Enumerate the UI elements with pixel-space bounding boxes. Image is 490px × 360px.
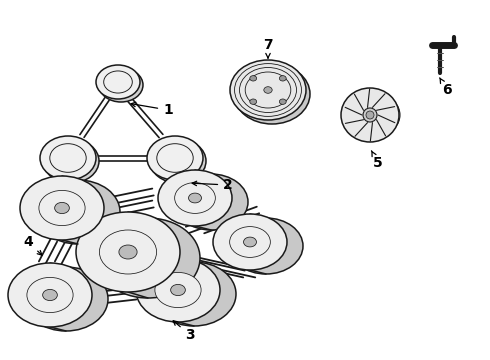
Ellipse shape (20, 176, 104, 240)
Ellipse shape (230, 60, 306, 120)
Ellipse shape (157, 144, 193, 172)
Ellipse shape (234, 64, 310, 124)
Ellipse shape (8, 263, 92, 327)
Ellipse shape (24, 267, 108, 331)
Ellipse shape (279, 99, 286, 104)
Ellipse shape (244, 237, 256, 247)
Text: 2: 2 (192, 178, 233, 192)
Ellipse shape (96, 65, 140, 99)
Ellipse shape (152, 262, 236, 326)
Text: 5: 5 (371, 151, 383, 170)
Ellipse shape (174, 174, 248, 230)
Ellipse shape (363, 108, 377, 122)
Ellipse shape (99, 68, 143, 102)
Ellipse shape (213, 214, 287, 270)
Ellipse shape (366, 111, 374, 119)
Ellipse shape (189, 193, 201, 203)
Ellipse shape (96, 218, 200, 298)
Ellipse shape (136, 258, 220, 322)
Ellipse shape (264, 87, 272, 93)
Ellipse shape (40, 136, 96, 180)
Ellipse shape (155, 273, 201, 307)
Ellipse shape (119, 245, 137, 259)
Ellipse shape (104, 71, 132, 93)
Ellipse shape (39, 190, 85, 226)
Ellipse shape (99, 230, 157, 274)
Ellipse shape (250, 76, 257, 81)
Text: 6: 6 (440, 78, 452, 97)
Text: 3: 3 (173, 321, 195, 342)
Ellipse shape (341, 88, 399, 142)
Ellipse shape (147, 136, 203, 180)
Ellipse shape (240, 68, 296, 112)
Ellipse shape (235, 64, 301, 116)
Ellipse shape (229, 218, 303, 274)
Ellipse shape (230, 226, 270, 257)
Ellipse shape (50, 144, 86, 172)
Text: 1: 1 (131, 102, 173, 117)
Ellipse shape (43, 289, 57, 301)
Ellipse shape (55, 202, 70, 213)
Ellipse shape (36, 180, 120, 244)
Text: 4: 4 (23, 235, 42, 255)
Ellipse shape (174, 183, 215, 213)
Ellipse shape (27, 278, 73, 312)
Ellipse shape (158, 170, 232, 226)
Ellipse shape (76, 212, 180, 292)
Text: 7: 7 (263, 38, 273, 58)
Ellipse shape (171, 284, 185, 296)
Ellipse shape (43, 139, 99, 183)
Ellipse shape (279, 76, 286, 81)
Ellipse shape (245, 72, 291, 108)
Ellipse shape (250, 99, 257, 104)
Ellipse shape (150, 139, 206, 183)
